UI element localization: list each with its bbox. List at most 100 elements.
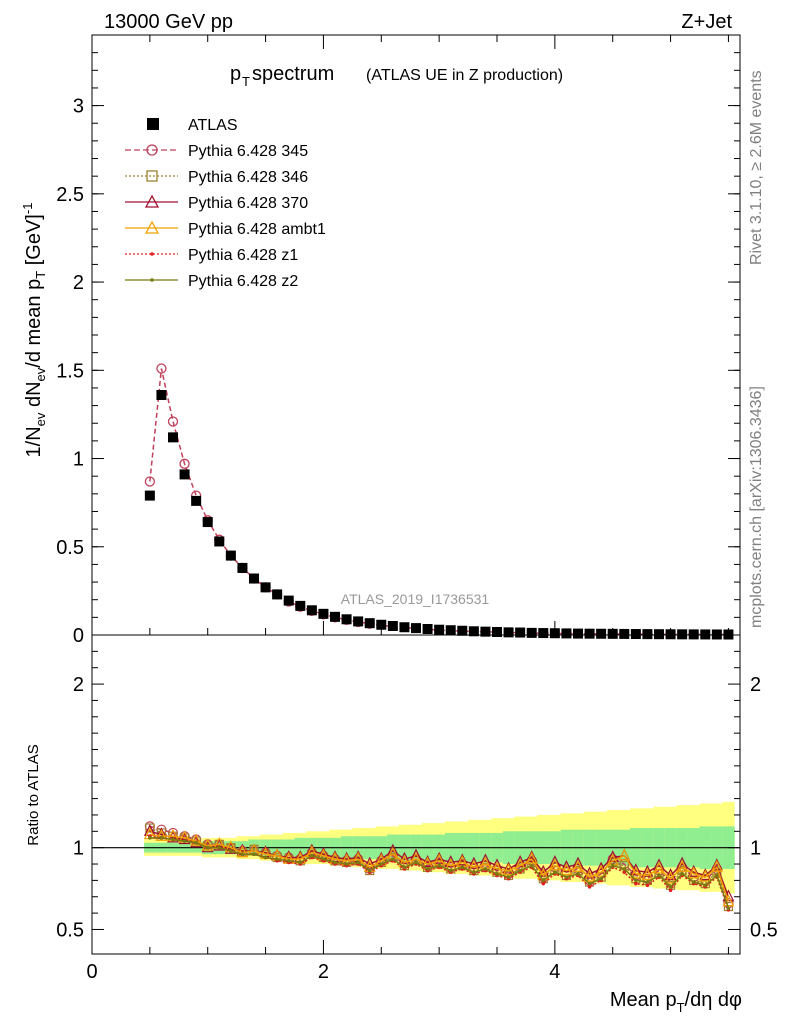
data-point — [364, 618, 375, 629]
data-point — [630, 629, 641, 640]
main-y-tick-label: 1.5 — [56, 360, 84, 382]
ratio-marker-z2 — [148, 836, 152, 840]
ratio-marker-z2 — [414, 860, 418, 865]
ratio-marker-ambt1 — [548, 858, 561, 871]
data-point — [387, 621, 398, 631]
legend-item-ambt1: Pythia 6.428 ambt1 — [125, 220, 326, 238]
ratio-marker-z2 — [205, 845, 210, 850]
legend-label: Pythia 6.428 ambt1 — [188, 221, 326, 238]
data-point — [538, 628, 549, 639]
legend-label: Pythia 6.428 z2 — [188, 273, 298, 290]
ratio-marker-z2 — [263, 855, 268, 860]
main-title: p T spectrum (ATLAS UE in Z production) — [230, 63, 563, 89]
ratio-marker-z1 — [587, 885, 592, 889]
data-point — [295, 600, 306, 611]
ratio-marker-ambt1 — [190, 833, 203, 846]
header-left: 13000 GeV pp — [104, 11, 233, 33]
ratio-marker-z2 — [171, 837, 175, 842]
legend-marker — [147, 118, 159, 130]
data-point — [399, 622, 410, 633]
x-tick-label: 0 — [86, 961, 97, 983]
ratio-frame — [91, 634, 741, 955]
data-point — [306, 605, 317, 616]
ratio-marker-z2 — [680, 872, 684, 876]
ratio-marker-p370 — [687, 864, 700, 877]
legend-label: Pythia 6.428 345 — [188, 143, 308, 160]
ratio-marker-z2 — [726, 906, 731, 910]
data-point — [654, 629, 664, 640]
ratio-line-z1 — [149, 835, 730, 911]
data-point — [179, 469, 190, 480]
data-point — [677, 629, 688, 640]
ratio-marker-ambt1 — [687, 866, 700, 879]
ratio-marker-z2 — [518, 868, 522, 873]
ratio-marker-z2 — [553, 870, 557, 875]
rivet-version-label: Rivet 3.1.10, ≥ 2.6M events — [748, 70, 765, 265]
data-point — [168, 432, 178, 443]
legend-item-p345: Pythia 6.428 345 — [125, 143, 308, 160]
legend-item-z2: Pythia 6.428 z2 — [125, 273, 298, 290]
data-point — [283, 595, 294, 606]
series-marker-p345 — [156, 363, 167, 374]
ratio-marker-z2 — [645, 880, 650, 884]
ratio-marker-z2 — [506, 875, 511, 879]
ratio-marker-z2 — [495, 872, 499, 876]
ratio-marker-z2 — [668, 885, 673, 889]
series-marker-p345 — [144, 476, 156, 487]
data-point — [480, 626, 491, 637]
ratio-marker-p370 — [710, 858, 723, 871]
title-sub: T — [242, 74, 250, 89]
legend-item-data: ATLAS — [147, 117, 238, 134]
legend-marker — [144, 220, 160, 234]
ratio-marker-z2 — [275, 857, 279, 861]
main-y-tick-label: 2 — [73, 272, 84, 294]
main-y-tick-label: 0 — [73, 625, 84, 647]
legend: ATLAS Pythia 6.428 345 Pythia 6.428 346 Pyt… — [125, 117, 326, 290]
ratio-marker-z2 — [691, 880, 696, 884]
x-axis-label: Mean pT/dη dφ — [610, 989, 742, 1015]
data-point — [156, 390, 167, 400]
ratio-marker-p370 — [525, 850, 538, 863]
data-point — [526, 627, 537, 638]
ratio-marker-z2 — [437, 863, 441, 868]
ratio-y-tick-label-right: 1 — [750, 838, 761, 860]
data-point — [330, 611, 340, 622]
ratio-marker-z2 — [333, 860, 337, 865]
data-point — [191, 495, 202, 506]
data-point — [249, 573, 259, 584]
main-plot-panel: 0 0.5 1 1.5 2 2.5 3 p T spectrum (ATLAS UE in … — [20, 34, 741, 647]
ratio-marker-z2 — [344, 862, 349, 866]
ratio-marker-z2 — [715, 873, 719, 878]
data-point — [619, 628, 630, 639]
legend-label: Pythia 6.428 370 — [188, 195, 308, 212]
data-point — [515, 627, 526, 638]
data-point — [503, 627, 514, 638]
data-point — [445, 625, 456, 636]
ratio-marker-ambt1 — [572, 859, 584, 872]
ratio-line-p370 — [149, 830, 730, 898]
ratio-y-tick-label: 0.5 — [56, 919, 84, 941]
ratio-marker-ambt1 — [502, 863, 515, 876]
ratio-marker-ambt1 — [236, 845, 249, 858]
data-point — [468, 626, 479, 637]
ratio-marker-z2 — [367, 868, 372, 873]
data-point — [353, 616, 364, 627]
ratio-marker-z2 — [402, 865, 407, 870]
ratio-marker-ambt1 — [525, 851, 538, 864]
ratio-marker-z2 — [634, 878, 638, 883]
data-point — [422, 624, 433, 634]
ratio-y-axis: 0.5 0.5 1 1 2 2 — [56, 650, 778, 941]
ratio-marker-z2 — [356, 860, 360, 865]
ratio-y-tick-label-right: 2 — [750, 674, 761, 696]
series-marker-p345 — [167, 416, 179, 427]
ratio-marker-ambt1 — [653, 861, 665, 874]
ratio-marker-p370 — [433, 851, 446, 864]
data-point — [711, 629, 722, 640]
legend-item-p370: Pythia 6.428 370 — [125, 194, 308, 212]
legend-item-z1: Pythia 6.428 z1 — [125, 247, 298, 264]
main-y-tick-label: 3 — [73, 96, 84, 118]
ratio-marker-z2 — [564, 875, 569, 879]
ratio-y-tick-label-right: 0.5 — [750, 919, 778, 941]
data-point — [596, 628, 607, 639]
